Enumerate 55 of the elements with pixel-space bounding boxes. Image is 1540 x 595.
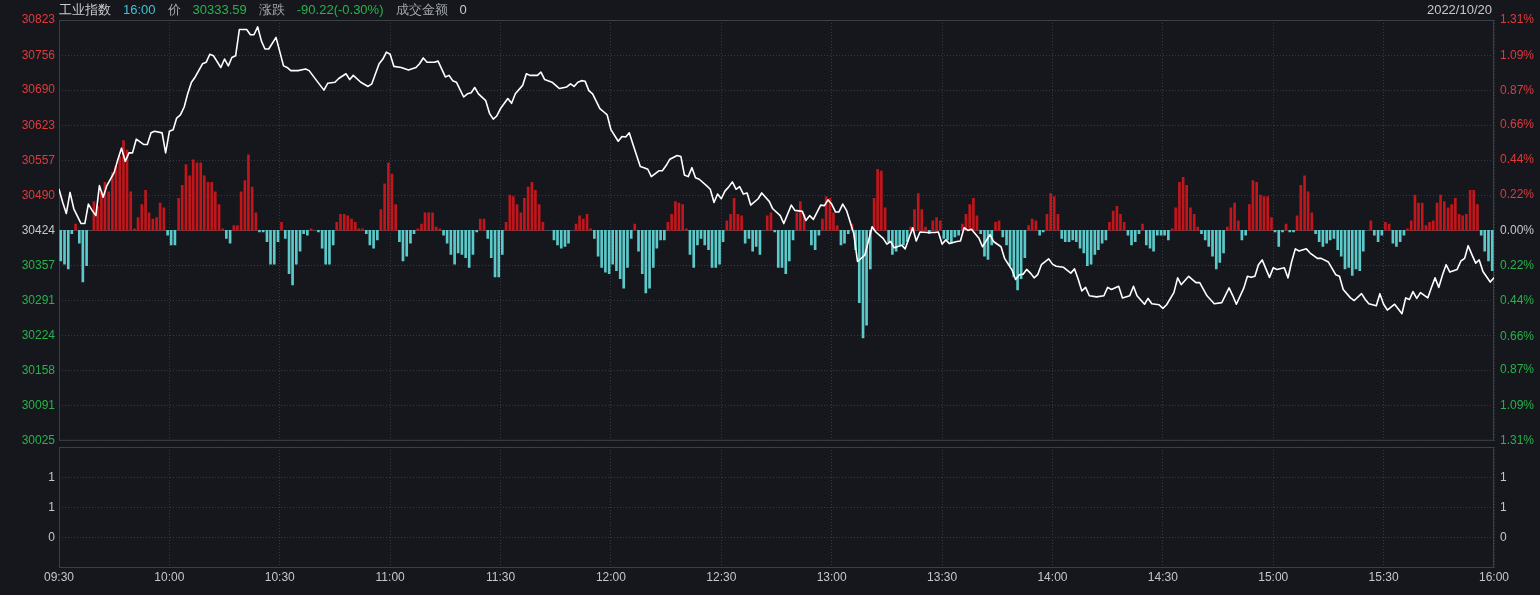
y-tick-label: 30623 [21,117,56,132]
y2-tick-label: 0.87% [1500,362,1535,377]
y-tick-label: 0 [48,529,56,544]
y2-tick-label: 0.44% [1500,293,1535,308]
y2-tick-label: 1.31% [1500,433,1535,448]
y2-tick-label: 0.00% [1500,222,1535,237]
y-tick-label: 1 [48,499,56,514]
text: 2022/10/20 [1426,2,1492,18]
y-tick-label: 30823 [21,12,56,27]
x-tick-label: 16:00 [1478,569,1510,584]
y-tick-label: 30025 [21,433,56,448]
x-tick-label: 10:00 [154,569,185,584]
x-tick-label: 15:30 [1368,569,1399,584]
y-tick-label: 30557 [21,152,56,167]
text: 30333.59 [192,2,247,18]
x-tick-label: 09:30 [43,569,75,584]
y2-tick-label: 1 [1500,499,1507,514]
y-tick-label: 30091 [21,398,56,413]
text: 成交金额 [395,2,448,18]
y2-tick-label: 0.66% [1500,328,1535,343]
y2-tick-label: 0.66% [1500,116,1535,131]
y-tick-label: 30424 [21,222,56,237]
y-tick-label: 30224 [21,328,56,343]
x-tick-label: 10:30 [264,569,296,584]
x-tick-label: 12:00 [595,569,627,584]
x-tick-label: 13:00 [816,569,848,584]
text: 涨跌 [258,2,285,18]
x-tick-label: 15:00 [1258,569,1289,584]
x-tick-label: 14:30 [1147,569,1179,584]
y2-tick-label: 1 [1500,469,1507,484]
y2-tick-label: 1.09% [1500,397,1535,412]
text: 16:00 [123,2,156,18]
y-tick-label: 30357 [21,258,56,273]
y-tick-label: 30690 [21,82,56,97]
text: -90.22(-0.30%) [296,2,384,18]
y-tick-label: 30291 [21,292,56,307]
text: 工业指数 [59,2,111,18]
y-tick-label: 1 [48,469,56,484]
y-tick-label: 30490 [21,187,56,202]
y2-tick-label: 1.31% [1500,12,1535,27]
y2-tick-label: 0.22% [1500,258,1535,273]
x-tick-label: 12:30 [706,569,737,584]
x-tick-label: 11:30 [485,569,516,584]
y2-tick-label: 0.44% [1500,152,1535,167]
x-tick-label: 14:00 [1037,569,1068,584]
text: 0 [459,2,467,18]
y2-tick-label: 0 [1500,529,1507,544]
y-tick-label: 30756 [21,47,56,62]
x-tick-label: 13:30 [927,569,958,584]
text: 价 [167,2,181,18]
x-tick-label: 11:00 [375,569,406,584]
y-tick-label: 30158 [21,362,56,377]
y2-tick-label: 0.87% [1500,82,1535,97]
y2-tick-label: 0.22% [1500,187,1535,202]
y2-tick-label: 1.09% [1500,47,1535,62]
